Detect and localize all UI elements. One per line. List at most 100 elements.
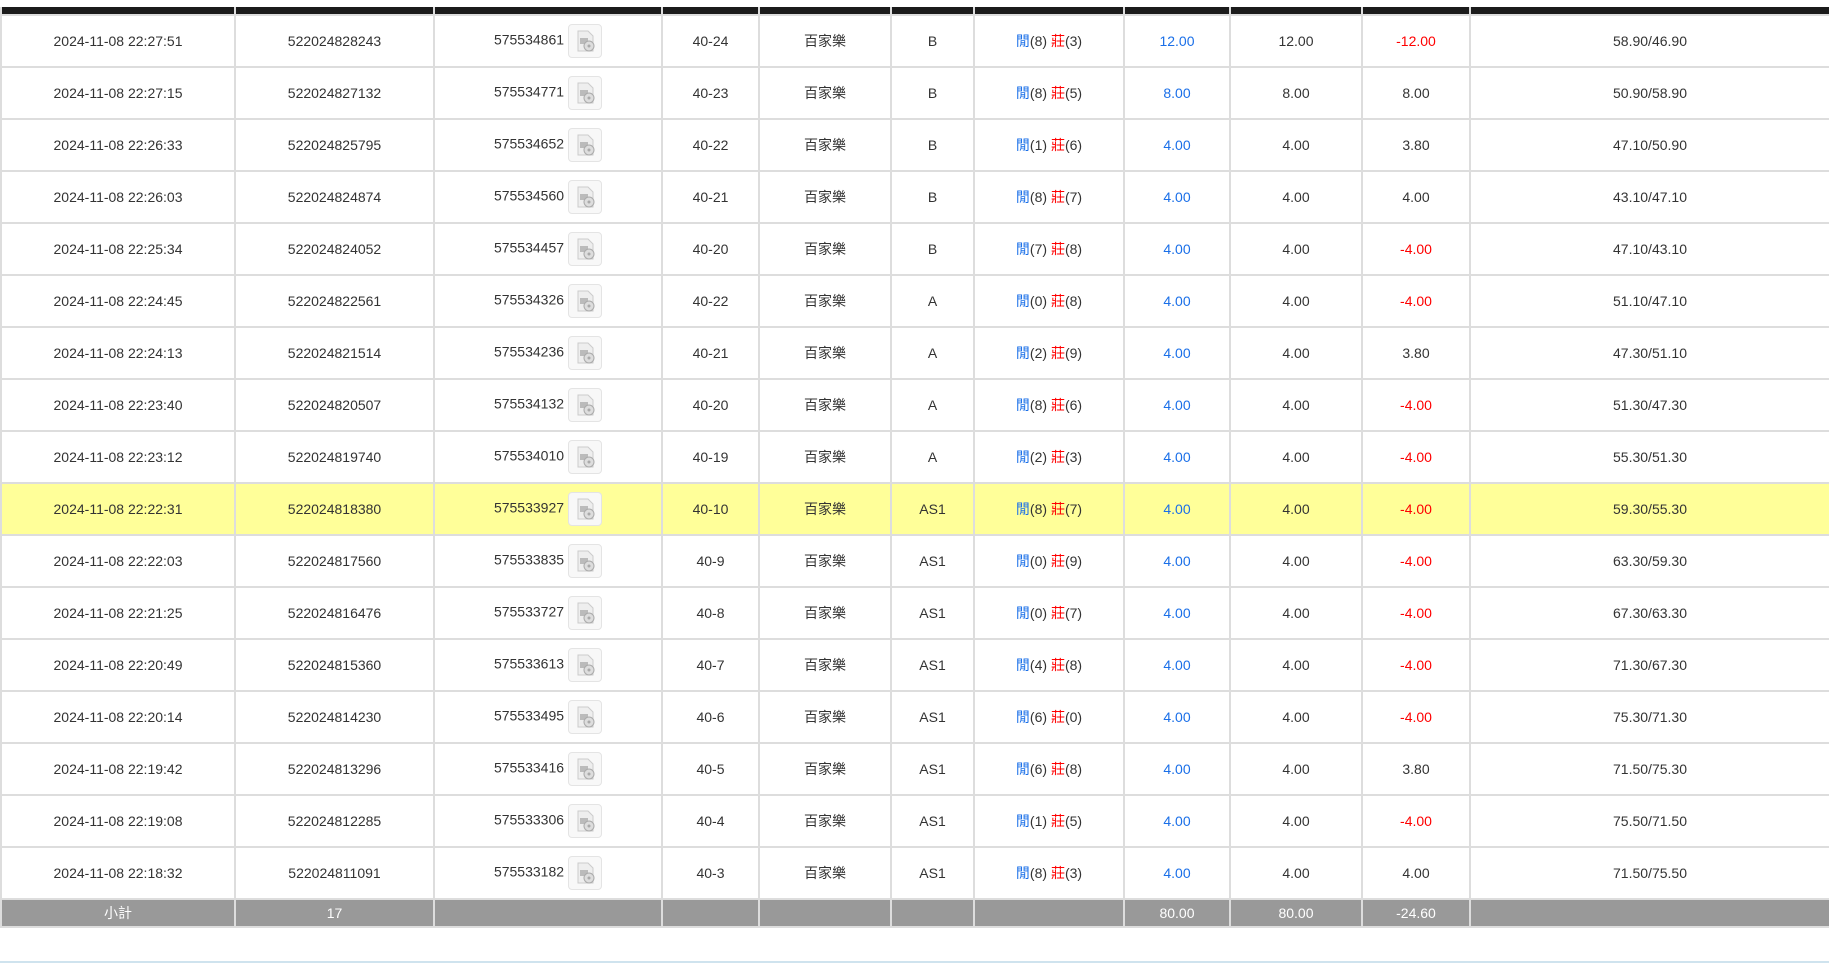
banker-label: 莊	[1050, 397, 1065, 413]
valid-bet: 4.00	[1229, 534, 1363, 588]
game-name: 百家樂	[758, 638, 892, 692]
player-label: 閒	[1015, 709, 1030, 725]
scrollbar-track[interactable]	[0, 961, 1829, 963]
round-id-cell: 575534771	[433, 66, 663, 120]
game-result: 閒(2) 莊(9)	[973, 326, 1125, 380]
table-name: B	[890, 118, 975, 172]
banker-label: 莊	[1050, 865, 1065, 881]
bet-time: 2024-11-08 22:26:03	[0, 170, 236, 224]
round-id: 575534010	[493, 447, 565, 464]
bet-time: 2024-11-08 22:26:33	[0, 118, 236, 172]
banker-label: 莊	[1050, 449, 1065, 465]
table-row: 2024-11-08 22:22:03 522024817560 575533835…	[0, 534, 1829, 588]
banker-points: (8)	[1064, 657, 1083, 673]
player-points: (6)	[1029, 709, 1048, 725]
player-label: 閒	[1015, 33, 1030, 49]
game-name: 百家樂	[758, 118, 892, 172]
bet-id: 522024817560	[234, 534, 435, 588]
banker-points: (7)	[1064, 189, 1083, 205]
valid-bet: 4.00	[1229, 482, 1363, 536]
banker-points: (7)	[1064, 605, 1083, 621]
player-points: (8)	[1029, 397, 1048, 413]
valid-bet: 8.00	[1229, 66, 1363, 120]
video-replay-icon[interactable]	[568, 700, 603, 734]
table-row: 2024-11-08 22:24:13 522024821514 575534236…	[0, 326, 1829, 380]
win-loss: -4.00	[1361, 222, 1471, 276]
banker-label: 莊	[1050, 709, 1065, 725]
banker-label: 莊	[1050, 501, 1065, 517]
table-row: 2024-11-08 22:26:33 522024825795 575534652…	[0, 118, 1829, 172]
bet-id: 522024818380	[234, 482, 435, 536]
shoe-number: 40-22	[661, 118, 760, 172]
game-name: 百家樂	[758, 430, 892, 484]
video-replay-icon[interactable]	[568, 180, 603, 214]
bet-id: 522024816476	[234, 586, 435, 640]
bet-time: 2024-11-08 22:27:15	[0, 66, 236, 120]
video-replay-icon[interactable]	[568, 492, 603, 526]
round-id-cell: 575533416	[433, 742, 663, 796]
game-result: 閒(8) 莊(3)	[973, 14, 1125, 68]
table-header	[0, 7, 1829, 15]
video-replay-icon[interactable]	[568, 752, 603, 786]
game-name: 百家樂	[758, 222, 892, 276]
bet-amount: 4.00	[1123, 274, 1231, 328]
table-name: AS1	[890, 586, 975, 640]
valid-bet: 4.00	[1229, 690, 1363, 744]
banker-points: (6)	[1064, 397, 1083, 413]
bet-id: 522024820507	[234, 378, 435, 432]
table-row: 2024-11-08 22:25:34 522024824052 575534457…	[0, 222, 1829, 276]
table-name: A	[890, 326, 975, 380]
player-label: 閒	[1015, 553, 1030, 569]
round-id: 575533727	[493, 603, 565, 620]
bet-amount: 8.00	[1123, 66, 1231, 120]
balance-before-after: 71.50/75.50	[1469, 846, 1829, 900]
summary-valid-total: 80.00	[1229, 898, 1363, 928]
game-result: 閒(6) 莊(8)	[973, 742, 1125, 796]
player-points: (1)	[1029, 137, 1048, 153]
bet-time: 2024-11-08 22:24:13	[0, 326, 236, 380]
round-id: 575533306	[493, 811, 565, 828]
valid-bet: 4.00	[1229, 430, 1363, 484]
game-result: 閒(7) 莊(8)	[973, 222, 1125, 276]
round-id: 575534132	[493, 395, 565, 412]
bet-id: 522024814230	[234, 690, 435, 744]
video-replay-icon[interactable]	[568, 388, 603, 422]
player-points: (1)	[1029, 813, 1048, 829]
bet-time: 2024-11-08 22:21:25	[0, 586, 236, 640]
round-id-cell: 575533727	[433, 586, 663, 640]
video-replay-icon[interactable]	[568, 544, 603, 578]
round-id-cell: 575534560	[433, 170, 663, 224]
round-id: 575534236	[493, 343, 565, 360]
video-replay-icon[interactable]	[568, 856, 603, 890]
bet-amount: 4.00	[1123, 846, 1231, 900]
round-id: 575533613	[493, 655, 565, 672]
player-label: 閒	[1015, 189, 1030, 205]
video-replay-icon[interactable]	[568, 232, 603, 266]
table-name: B	[890, 14, 975, 68]
video-replay-icon[interactable]	[568, 336, 603, 370]
bet-id: 522024824874	[234, 170, 435, 224]
valid-bet: 4.00	[1229, 794, 1363, 848]
shoe-number: 40-4	[661, 794, 760, 848]
summary-row: 小計 17 80.00 80.00 -24.60	[0, 898, 1829, 928]
video-replay-icon[interactable]	[568, 128, 603, 162]
video-replay-icon[interactable]	[568, 648, 603, 682]
banker-label: 莊	[1050, 553, 1065, 569]
video-replay-icon[interactable]	[568, 804, 603, 838]
video-replay-icon[interactable]	[568, 24, 603, 58]
win-loss: 3.80	[1361, 742, 1471, 796]
valid-bet: 4.00	[1229, 170, 1363, 224]
valid-bet: 4.00	[1229, 118, 1363, 172]
bet-amount: 4.00	[1123, 482, 1231, 536]
video-replay-icon[interactable]	[568, 284, 603, 318]
banker-points: (8)	[1064, 761, 1083, 777]
video-replay-icon[interactable]	[568, 596, 603, 630]
bet-time: 2024-11-08 22:20:14	[0, 690, 236, 744]
bet-amount: 4.00	[1123, 222, 1231, 276]
table-name: A	[890, 274, 975, 328]
video-replay-icon[interactable]	[568, 440, 603, 474]
bet-amount: 4.00	[1123, 794, 1231, 848]
valid-bet: 4.00	[1229, 274, 1363, 328]
video-replay-icon[interactable]	[568, 76, 603, 110]
valid-bet: 4.00	[1229, 378, 1363, 432]
